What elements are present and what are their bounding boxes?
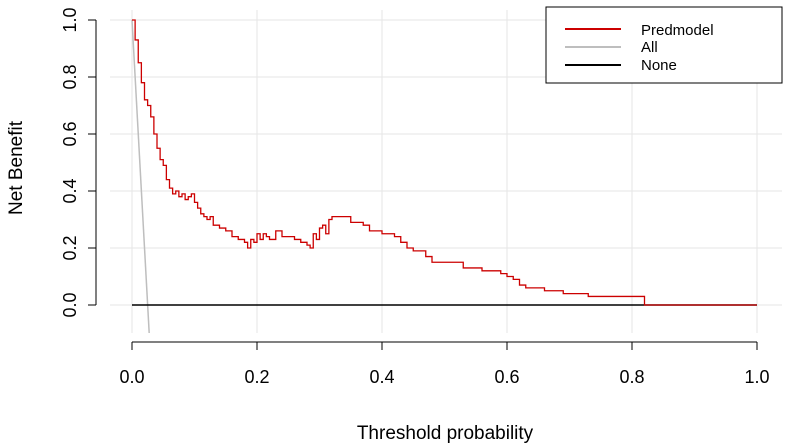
- y-tick-label-3: 0.6: [60, 121, 80, 146]
- x-tick-label-2: 0.4: [369, 367, 394, 387]
- x-axis-title: Threshold probability: [357, 423, 534, 444]
- y-tick-label-5: 1.0: [60, 7, 80, 32]
- y-ticks: 0.0 0.2 0.4 0.6 0.8 1.0: [60, 7, 96, 318]
- legend-box: [545, 6, 783, 84]
- x-tick-label-5: 1.0: [744, 367, 769, 387]
- series-layer: [131, 19, 757, 334]
- y-tick-label-0: 0.0: [60, 292, 80, 317]
- legend-label-none: None: [641, 57, 677, 74]
- y-tick-label-2: 0.4: [60, 178, 80, 203]
- x-ticks: 0.0 0.2 0.4 0.6 0.8 1.0: [119, 342, 770, 387]
- x-tick-label-1: 0.2: [244, 367, 269, 387]
- y-tick-label-1: 0.2: [60, 235, 80, 260]
- axes: [95, 20, 757, 343]
- series-line-all: [131, 19, 150, 334]
- legend-label-all: All: [641, 39, 658, 56]
- y-tick-label-4: 0.8: [60, 64, 80, 89]
- legend-label-predmodel: Predmodel: [641, 22, 714, 39]
- legend: Predmodel All None: [545, 6, 783, 84]
- y-axis-title: Net Benefit: [6, 120, 27, 215]
- x-tick-label-3: 0.6: [494, 367, 519, 387]
- x-tick-label-4: 0.8: [619, 367, 644, 387]
- series-line-predmodel: [132, 19, 757, 306]
- x-tick-label-0: 0.0: [119, 367, 144, 387]
